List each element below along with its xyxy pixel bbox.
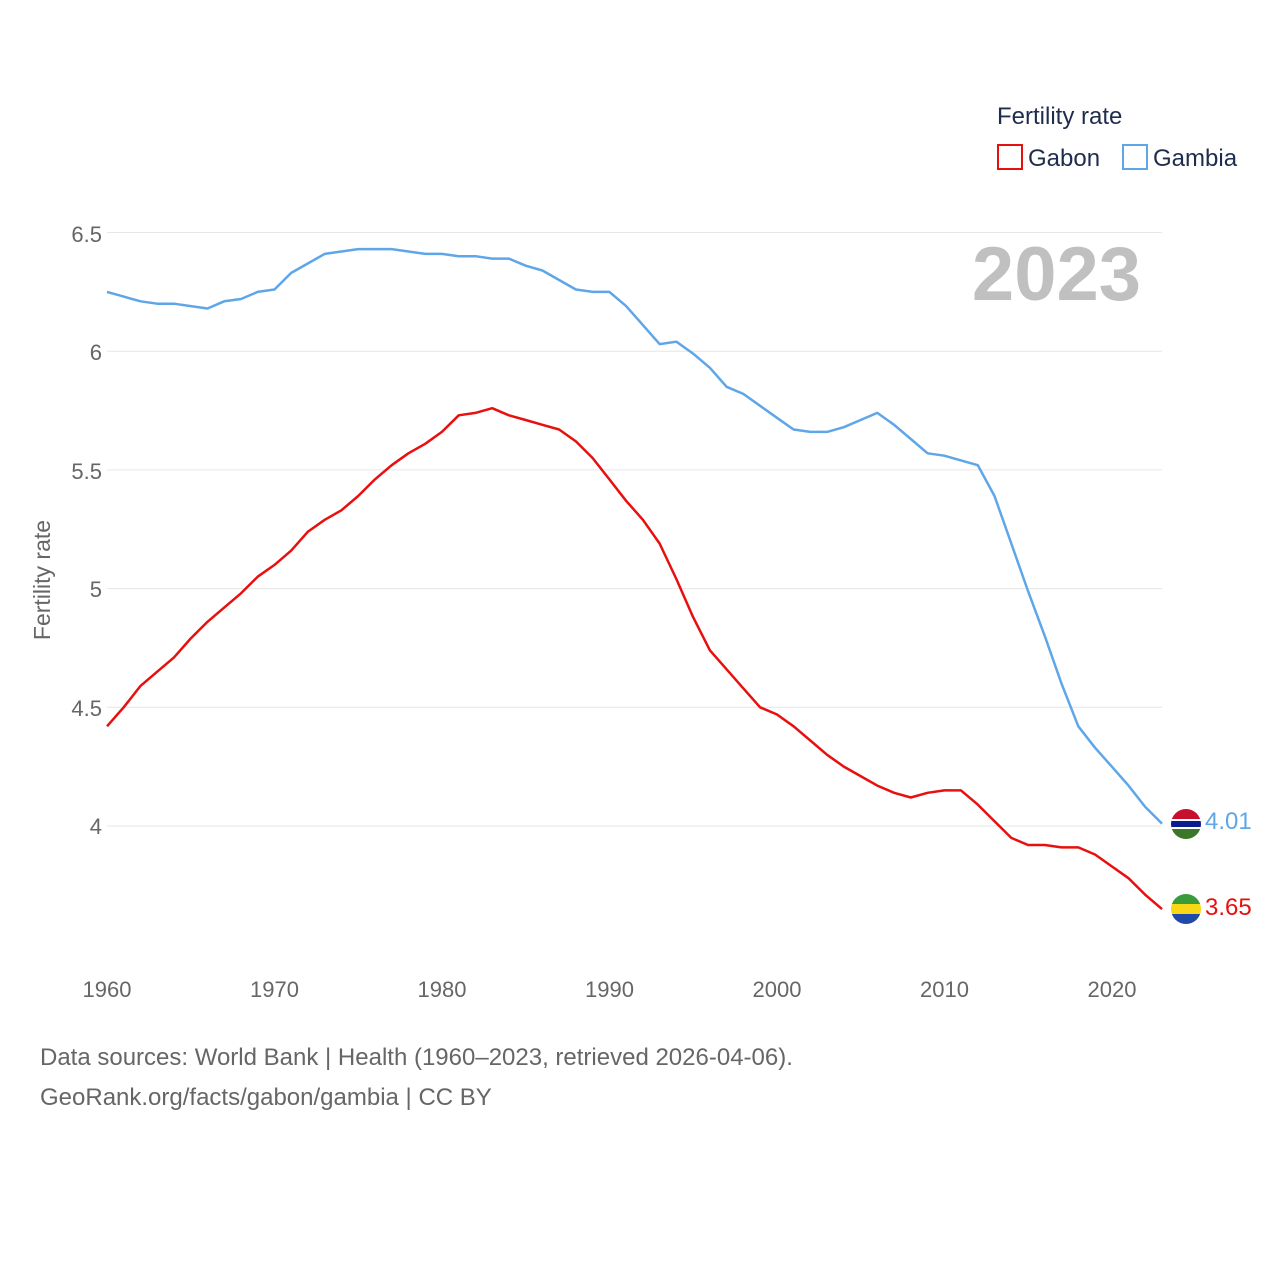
legend-swatch-gabon	[997, 144, 1023, 170]
x-tick-label: 2010	[920, 977, 969, 1002]
legend-label-gambia: Gambia	[1153, 145, 1238, 172]
y-tick-label: 5	[90, 577, 102, 602]
y-axis-title: Fertility rate	[29, 520, 55, 640]
gambia-flag-icon	[1171, 809, 1201, 839]
y-tick-label: 4	[90, 814, 102, 839]
end-value-gambia: 4.01	[1205, 808, 1252, 835]
legend-title: Fertility rate	[997, 103, 1122, 130]
x-axis: 1960 1970 1980 1990 2000 2010 2020	[83, 977, 1137, 1002]
y-tick-label: 5.5	[71, 459, 102, 484]
x-tick-label: 2020	[1088, 977, 1137, 1002]
y-tick-label: 6	[90, 340, 102, 365]
x-tick-label: 2000	[753, 977, 802, 1002]
y-tick-label: 6.5	[71, 222, 102, 247]
year-watermark: 2023	[972, 232, 1141, 317]
footer-url: GeoRank.org/facts/gabon/gambia | CC BY	[40, 1084, 492, 1111]
gabon-flag-icon	[1171, 894, 1201, 924]
x-tick-label: 1970	[250, 977, 299, 1002]
series-line-gabon	[106, 406, 1163, 911]
x-tick-label: 1960	[83, 977, 132, 1002]
footer-sources: Data sources: World Bank | Health (1960–…	[40, 1044, 793, 1071]
x-tick-label: 1980	[418, 977, 467, 1002]
series-line-gambia	[106, 247, 1163, 825]
end-value-gabon: 3.65	[1205, 894, 1252, 921]
legend-swatch-gambia	[1122, 144, 1148, 170]
x-tick-label: 1990	[585, 977, 634, 1002]
legend-label-gabon: Gabon	[1028, 145, 1100, 172]
legend: Fertility rate Gabon Gambia	[997, 103, 1238, 172]
fertility-chart: 4 4.5 5 5.5 6 6.5 1960 1970 1980 1990 20…	[29, 103, 1252, 1002]
y-axis: 4 4.5 5 5.5 6 6.5	[71, 222, 102, 839]
y-tick-label: 4.5	[71, 696, 102, 721]
gridlines	[107, 232, 1162, 827]
